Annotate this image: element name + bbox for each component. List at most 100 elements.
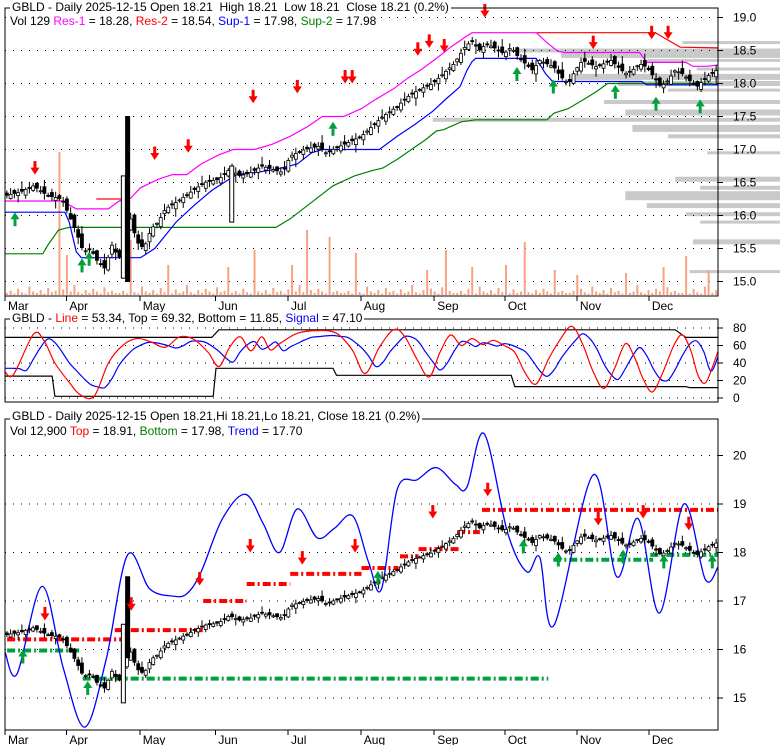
volume-bar xyxy=(298,285,301,295)
volume-bar xyxy=(711,292,714,295)
volume-bar xyxy=(602,290,605,295)
volume-bar xyxy=(565,292,568,295)
arrow-stem xyxy=(687,516,691,524)
volume-bar xyxy=(148,292,151,295)
legend-part: Res-1 xyxy=(53,14,86,28)
candle-body xyxy=(515,47,520,56)
candle-body xyxy=(278,171,283,175)
y-axis-label: 17 xyxy=(733,594,747,608)
volume-bar xyxy=(73,285,76,295)
candle-body xyxy=(305,146,309,150)
volume-bar xyxy=(681,292,684,295)
volume-bar xyxy=(426,270,429,295)
candle-body xyxy=(237,616,242,621)
volume-bar xyxy=(625,273,628,295)
signal-line xyxy=(5,333,719,389)
candle-body xyxy=(132,648,137,663)
month-label: Sep xyxy=(437,733,459,745)
volume-bar xyxy=(279,290,282,295)
buy-arrow-icon xyxy=(651,96,661,104)
buy-arrow-icon xyxy=(518,539,528,547)
volume-bar xyxy=(223,290,226,295)
volume-bar xyxy=(77,292,80,295)
candle-body xyxy=(230,613,234,618)
arrow-stem xyxy=(486,482,490,490)
candle-body xyxy=(620,63,625,72)
candle-body xyxy=(320,142,324,150)
volume-bar xyxy=(688,293,691,295)
buy-arrow-icon xyxy=(610,84,620,92)
volume-bar xyxy=(550,293,553,295)
volume-bar xyxy=(392,290,395,295)
candle-body xyxy=(226,616,231,621)
volume-bar xyxy=(238,293,241,295)
candle-body xyxy=(342,595,347,598)
volume-bar xyxy=(448,290,451,295)
sell-arrow-icon xyxy=(480,10,490,18)
candle-body xyxy=(125,657,129,668)
sell-arrow-icon xyxy=(150,153,160,161)
volume-bar xyxy=(347,290,350,295)
candle-body xyxy=(323,152,328,155)
y-axis-label: 16.5 xyxy=(733,176,757,190)
volume-bar xyxy=(170,293,173,295)
candle-body xyxy=(12,190,17,194)
volume-bar xyxy=(343,292,346,295)
candle-body xyxy=(571,73,576,84)
indicator-line xyxy=(5,329,718,338)
volume-bar xyxy=(658,291,661,295)
candle-body xyxy=(387,572,392,575)
candle-body xyxy=(207,179,212,182)
volume-bar xyxy=(373,292,376,295)
candle-body xyxy=(158,650,163,659)
candle-body xyxy=(605,535,610,538)
legend-part: Bottom xyxy=(139,424,178,438)
sell-arrow-icon xyxy=(424,40,434,48)
candle-body xyxy=(684,76,689,79)
arrow-stem xyxy=(13,219,17,227)
legend-part: = 17.98 xyxy=(332,14,377,28)
candle-body xyxy=(113,673,118,677)
candle-body xyxy=(218,177,223,184)
candle-body xyxy=(545,59,550,65)
candle-body xyxy=(410,92,415,95)
volume-bar xyxy=(17,288,20,295)
legend-part: Vol 129 xyxy=(10,14,54,28)
candle-body xyxy=(687,545,692,551)
volume-bar xyxy=(174,289,177,295)
volume-bar xyxy=(9,290,12,295)
volume-bar xyxy=(557,292,560,295)
candle-body xyxy=(455,534,460,537)
arrow-stem xyxy=(641,505,645,513)
candle-body xyxy=(575,540,580,544)
volume-bar xyxy=(69,291,72,295)
volume-bar xyxy=(508,293,511,295)
y-axis-label: 80 xyxy=(733,321,747,335)
candle-body xyxy=(594,66,598,70)
volume-bar xyxy=(655,288,658,295)
arrow-stem xyxy=(331,128,335,136)
candle-body xyxy=(301,149,306,155)
candle-body xyxy=(477,523,482,529)
indicator-line xyxy=(5,367,718,397)
candle-body xyxy=(676,543,681,546)
sell-arrow-icon xyxy=(638,511,648,519)
volume-bar xyxy=(328,237,331,295)
candle-body xyxy=(399,566,403,573)
candle-body xyxy=(151,657,156,665)
volume-bar xyxy=(268,293,271,295)
candle-body xyxy=(620,537,625,544)
volume-bar xyxy=(152,290,155,295)
y-axis-label: 16.0 xyxy=(733,209,757,223)
candle-body xyxy=(579,62,583,72)
candle-body xyxy=(19,629,24,633)
volume-bar xyxy=(321,291,324,295)
legend-part: = 53.34, Top = 69.32, Bottom = 11.85, xyxy=(78,311,286,325)
candle-body xyxy=(50,632,54,637)
candle-body xyxy=(177,637,182,640)
candle-body xyxy=(34,625,39,630)
volume-bar xyxy=(261,292,264,295)
y-axis-label: 18.0 xyxy=(733,77,757,91)
candle-body xyxy=(530,62,535,71)
volume-bar xyxy=(632,291,635,295)
